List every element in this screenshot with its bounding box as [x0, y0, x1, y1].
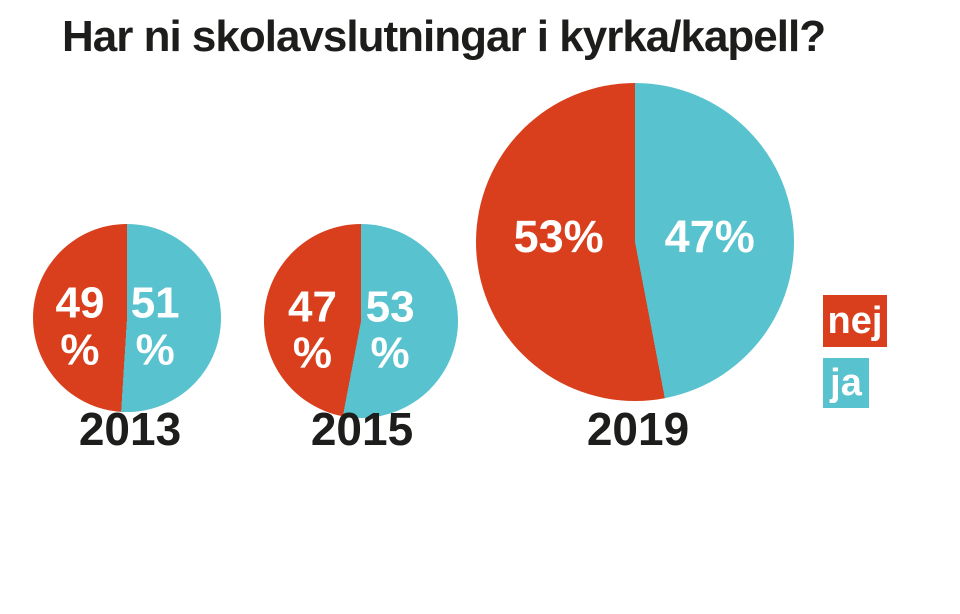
pie-2019-ja-value: 47% [664, 211, 755, 263]
chart-title: Har ni skolavslutningar i kyrka/kapell? [62, 12, 826, 61]
pie-2015-ja-value: 53 % [365, 282, 415, 378]
pie-2015-nej-value: 47 % [288, 282, 337, 378]
year-label-2019: 2019 [586, 403, 690, 455]
pie-2013-ja-value: 51 % [130, 278, 180, 375]
pie-2019: 53% 47% [476, 83, 794, 401]
legend-item-nej: nej [823, 295, 887, 347]
pie-2015: 47 % 53 % [264, 224, 458, 418]
year-label-2015: 2015 [310, 403, 414, 455]
legend-item-ja: ja [823, 358, 869, 408]
pie-2013-nej-value: 49 % [55, 278, 105, 375]
year-label-2013: 2013 [78, 403, 182, 455]
legend-label-ja: ja [830, 362, 862, 404]
legend-label-nej: nej [827, 300, 883, 342]
legend: nej ja [823, 295, 887, 408]
pie-2019-nej-value: 53% [513, 211, 604, 263]
pie-2013: 49 % 51 % [33, 224, 221, 412]
